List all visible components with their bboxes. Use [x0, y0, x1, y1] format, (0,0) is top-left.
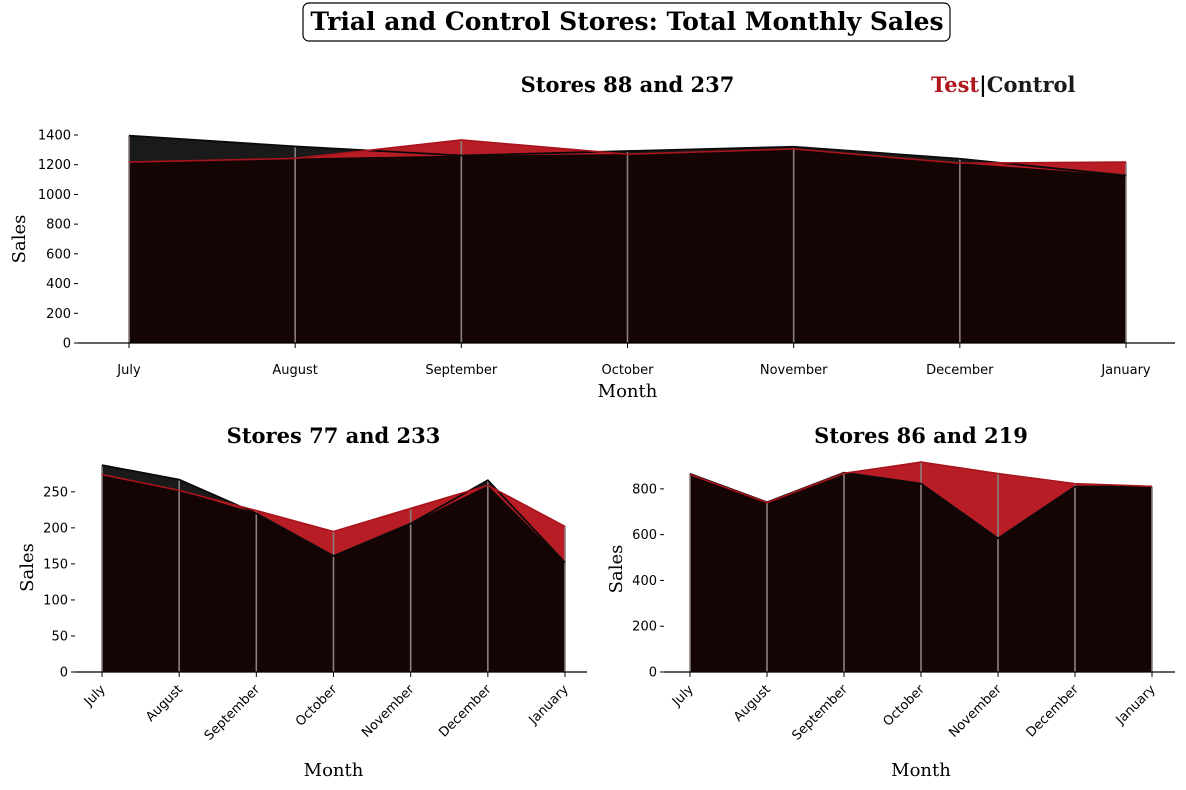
y-tick-label: 150 — [43, 557, 68, 572]
chart-title: Stores 88 and 237 — [521, 72, 735, 97]
x-tick-label-september: September — [425, 363, 498, 378]
x-tick-label-january: January — [526, 682, 572, 728]
y-axis-label: Sales — [606, 545, 627, 594]
y-tick-label: 400 — [46, 277, 71, 292]
x-axis-label: Month — [598, 381, 658, 402]
x-tick-label-september: September — [202, 682, 264, 744]
x-tick-label-august: August — [731, 682, 774, 725]
chart-title: Stores 86 and 219 — [814, 423, 1028, 448]
y-tick-label: 200 — [43, 521, 68, 536]
chart-stores-88-237: 0 200 400 600 800 1000 1200 1400 July August Septe… — [9, 72, 1175, 402]
y-axis-label: Sales — [9, 215, 30, 264]
y-tick-label: 1200 — [38, 158, 71, 173]
y-tick-label: 0 — [649, 666, 657, 681]
x-tick-label-november: November — [760, 363, 828, 378]
figure-title-box — [302, 2, 951, 42]
x-tick-label-december: December — [436, 682, 495, 741]
y-tick-label: 600 — [46, 247, 71, 262]
y-axis-label: Sales — [17, 543, 38, 592]
x-tick-label-july: July — [669, 682, 697, 710]
x-tick-label-october: October — [293, 682, 341, 730]
y-tick-label: 50 — [51, 629, 68, 644]
test-line — [689, 461, 1153, 504]
x-tick-label-november: November — [946, 682, 1005, 741]
y-tick-label: 400 — [632, 574, 657, 589]
y-tick-label: 0 — [63, 337, 71, 352]
y-tick-label: 200 — [46, 307, 71, 322]
control-line — [101, 464, 566, 564]
y-tick-label: 200 — [632, 620, 657, 635]
y-tick-label: 100 — [43, 593, 68, 608]
y-tick-label: 250 — [43, 485, 68, 500]
y-tick-label: 0 — [60, 666, 68, 681]
x-tick-label-january: January — [1113, 682, 1159, 728]
x-tick-label-november: November — [359, 682, 418, 741]
y-tick-label: 1000 — [38, 188, 71, 203]
y-tick-label: 800 — [46, 218, 71, 233]
test-line — [101, 473, 566, 533]
x-tick-label-august: August — [143, 682, 186, 725]
x-tick-label-july: July — [81, 682, 109, 710]
chart-stores-77-233: 0 50 100 150 200 250 July August September Octobe… — [17, 423, 587, 781]
x-tick-label-december: December — [926, 363, 994, 378]
legend: Test|Control — [931, 72, 1076, 97]
figure-title: Trial and Control Stores: Total Monthly … — [310, 7, 943, 36]
y-tick-label: 1400 — [38, 129, 71, 144]
chart-stores-86-219: 0 200 400 600 800 July August September October N… — [606, 423, 1175, 781]
legend-separator: | — [979, 72, 987, 97]
x-tick-label-october: October — [601, 363, 654, 378]
y-tick-label: 800 — [632, 482, 657, 497]
test-line — [128, 139, 1127, 165]
legend-control-label: Control — [987, 72, 1076, 97]
control-line — [128, 134, 1127, 177]
x-tick-label-august: August — [272, 363, 318, 378]
y-tick-label: 600 — [632, 528, 657, 543]
x-tick-label-september: September — [789, 682, 851, 744]
x-tick-label-july: July — [116, 363, 141, 378]
x-tick-label-january: January — [1100, 363, 1151, 378]
x-tick-label-december: December — [1024, 682, 1083, 741]
legend-test-label: Test — [931, 72, 979, 97]
x-axis-label: Month — [891, 760, 951, 781]
x-axis-label: Month — [304, 760, 364, 781]
x-tick-label-october: October — [880, 682, 928, 730]
chart-title: Stores 77 and 233 — [227, 423, 441, 448]
